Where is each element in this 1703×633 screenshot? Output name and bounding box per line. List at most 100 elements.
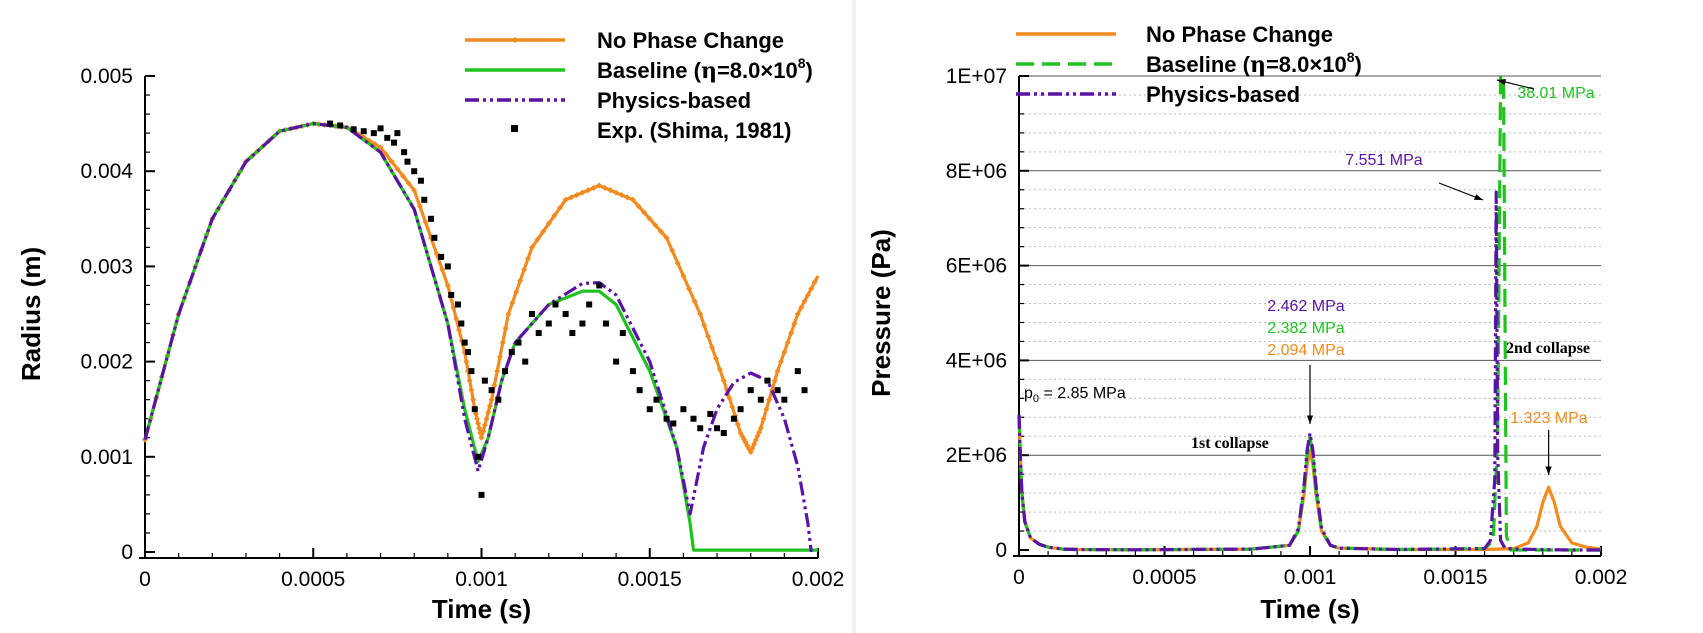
nopc-marker [781, 349, 788, 356]
experiment-point [528, 311, 535, 317]
nopc-marker [601, 184, 608, 191]
nopc-marker [680, 272, 687, 279]
legend-label-base: Baseline (η=8.0×108) [597, 55, 813, 84]
experiment-point [569, 330, 576, 337]
nopc-marker [568, 194, 575, 201]
experiment-point [471, 406, 478, 413]
x-tick-label: 0.0005 [281, 568, 345, 591]
experiment-point [596, 282, 603, 289]
nopc-marker [777, 358, 784, 365]
experiment-point [801, 387, 808, 394]
nopc-marker [697, 311, 704, 317]
nopc-marker [618, 192, 625, 198]
legend-label-phys: Physics-based [597, 88, 751, 113]
nopc-marker [705, 333, 712, 340]
nopc-marker [734, 421, 741, 428]
experiment-point [545, 320, 552, 327]
nopc-marker [444, 282, 451, 289]
nopc-marker [590, 184, 597, 191]
experiment-point [370, 130, 377, 137]
nopc-marker [579, 189, 586, 196]
nopc-marker [652, 222, 659, 229]
nopc-marker [485, 409, 492, 416]
experiment-point [794, 368, 801, 375]
x-tick-label: 0.0015 [618, 568, 682, 591]
p0-annotation: p0 = 2.85 MPa [1024, 385, 1126, 405]
experiment-point [535, 330, 542, 337]
nopc-marker [525, 255, 532, 262]
tick-labels: 0 0.001 0.002 0.003 0.004 0.005 0 0.0005 0.001 0.… [80, 65, 844, 591]
nopc-marker [466, 377, 473, 384]
y-tick-label: 0.004 [80, 160, 133, 183]
experiment-point [431, 234, 438, 241]
physics-second-peak-arrow-head [1474, 194, 1483, 200]
nopc-marker [663, 234, 670, 241]
nopc-marker [456, 326, 463, 333]
nopc-marker [613, 189, 620, 196]
nopc-marker [509, 299, 516, 306]
x-axis-label: Time (s) [432, 594, 531, 624]
y-tick-label: 6E+06 [946, 255, 1007, 278]
baseline-second-peak-arrow-head [1497, 78, 1506, 85]
legend-label-nopc: No Phase Change [597, 28, 784, 53]
nopc-marker [540, 228, 547, 235]
series-group [1017, 74, 1602, 552]
y-tick-label: 2E+06 [946, 444, 1007, 467]
nopc-series-line [143, 122, 820, 454]
y-axis-label: Pressure (Pa) [866, 229, 896, 397]
nopc-marker [439, 266, 446, 273]
nopc-marker [545, 220, 552, 227]
x-tick-label: 0.001 [455, 568, 508, 591]
nopc-marker [472, 410, 479, 417]
experiment-point [522, 358, 529, 365]
experiment-point [707, 410, 714, 417]
nopc-marker [794, 311, 801, 317]
experiment-point [747, 387, 754, 394]
nopc-marker [377, 144, 384, 151]
nopc-marker [716, 366, 723, 373]
y-tick-label: 0 [995, 539, 1007, 562]
experiment-point [680, 406, 687, 413]
nopc-marker [491, 382, 498, 389]
y-tick-label: 0 [121, 541, 133, 564]
nopc-marker [784, 339, 791, 346]
nopc-marker [453, 315, 460, 322]
experiment-point [714, 425, 721, 432]
experiment-point [404, 158, 411, 165]
nopc-marker [483, 415, 490, 422]
nopc-marker [534, 236, 541, 243]
experiment-point [454, 301, 461, 308]
nopc-marker [726, 395, 733, 402]
x-tick-label: 0.002 [792, 568, 845, 591]
nopc-second-peak-label: 1.323 MPa [1510, 410, 1587, 427]
phys-series-line [143, 122, 813, 553]
nopc-marker [422, 218, 429, 225]
experiment-point [629, 368, 636, 375]
experiment-point [458, 320, 465, 327]
base-series-line [143, 122, 818, 552]
nopc-second-peak-arrow-head [1545, 466, 1552, 475]
nopc-marker [701, 322, 708, 329]
nopc-marker [629, 196, 636, 203]
nopc-marker [771, 377, 778, 384]
nopc-marker [811, 279, 818, 286]
pressure-chart: 0 2E+06 4E+06 6E+06 8E+06 1E+07 0 0.0005 0.001 0.… [866, 22, 1627, 624]
nopc-marker [486, 403, 493, 410]
nopc-marker [720, 377, 727, 384]
experiment-point [586, 301, 593, 308]
experiment-point [428, 215, 435, 222]
legend-marker-nopc [512, 37, 518, 43]
physics-first-peak-label: 2.462 MPa [1267, 298, 1344, 315]
nopc-marker [691, 298, 698, 305]
nopc-marker [470, 396, 477, 403]
nopc-marker [709, 344, 716, 351]
panel-separator [852, 0, 856, 633]
nopc-marker [383, 151, 390, 158]
x-tick-label: 0 [1013, 566, 1025, 589]
baseline-first-peak-label: 2.382 MPa [1267, 320, 1344, 337]
nopc-marker [480, 428, 487, 435]
nopc-marker [674, 260, 681, 267]
nopc-marker [573, 192, 580, 198]
experiment-point [720, 430, 727, 436]
experiment-point [475, 453, 482, 460]
